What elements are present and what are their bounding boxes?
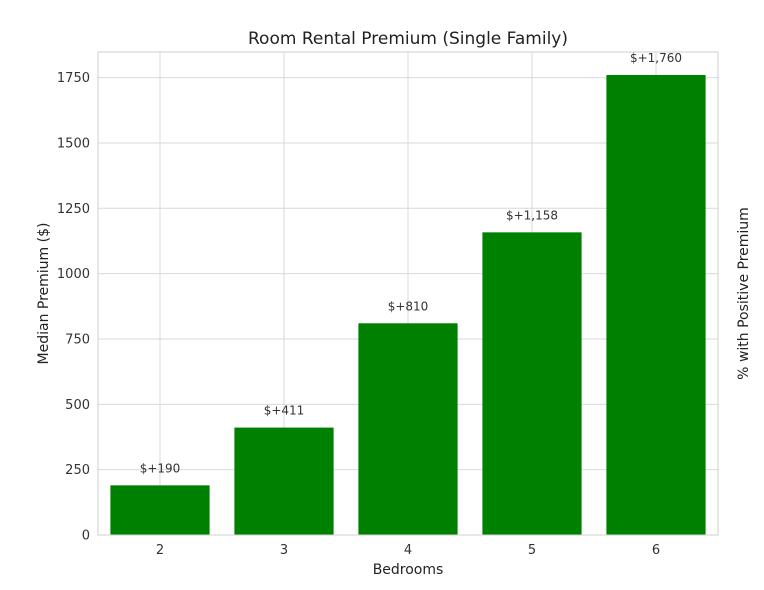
x-tick-label: 3 bbox=[280, 543, 288, 558]
y-tick-labels: 0 250 500 750 1000 1250 1500 1750 bbox=[57, 71, 90, 543]
chart-title: Room Rental Premium (Single Family) bbox=[248, 29, 568, 49]
bar-value-label: $+411 bbox=[264, 404, 305, 418]
bar-value-label: $+810 bbox=[388, 299, 429, 313]
data-labels: $+190 $+411 $+810 $+1,158 $+1,760 bbox=[140, 51, 682, 475]
y-tick-label: 1500 bbox=[57, 136, 90, 151]
bar-value-label: $+1,760 bbox=[630, 51, 682, 65]
x-tick-labels: 2 3 4 5 6 bbox=[156, 543, 660, 558]
bar bbox=[482, 232, 582, 535]
y-tick-label: 500 bbox=[65, 398, 90, 413]
secondary-y-axis-label: % with Positive Premium bbox=[736, 207, 752, 380]
x-tick-label: 6 bbox=[652, 543, 660, 558]
x-axis-label: Bedrooms bbox=[373, 562, 444, 578]
bar bbox=[110, 485, 210, 535]
plot-frame bbox=[97, 51, 719, 536]
x-tick-label: 4 bbox=[404, 543, 412, 558]
y-tick-label: 0 bbox=[82, 529, 90, 544]
bar bbox=[234, 427, 334, 535]
y-tick-label: 1750 bbox=[57, 71, 90, 86]
y-tick-label: 250 bbox=[65, 463, 90, 478]
bar bbox=[358, 323, 458, 535]
y-tick-label: 1250 bbox=[57, 202, 90, 217]
bars bbox=[110, 75, 706, 535]
y-axis-label: Median Premium ($) bbox=[36, 223, 52, 365]
y-tick-label: 1000 bbox=[57, 267, 90, 282]
bar-value-label: $+1,158 bbox=[506, 208, 558, 222]
x-tick-label: 2 bbox=[156, 543, 164, 558]
bar bbox=[606, 75, 706, 535]
y-tick-label: 750 bbox=[65, 332, 90, 347]
bar-value-label: $+190 bbox=[140, 461, 181, 475]
x-tick-label: 5 bbox=[528, 543, 536, 558]
